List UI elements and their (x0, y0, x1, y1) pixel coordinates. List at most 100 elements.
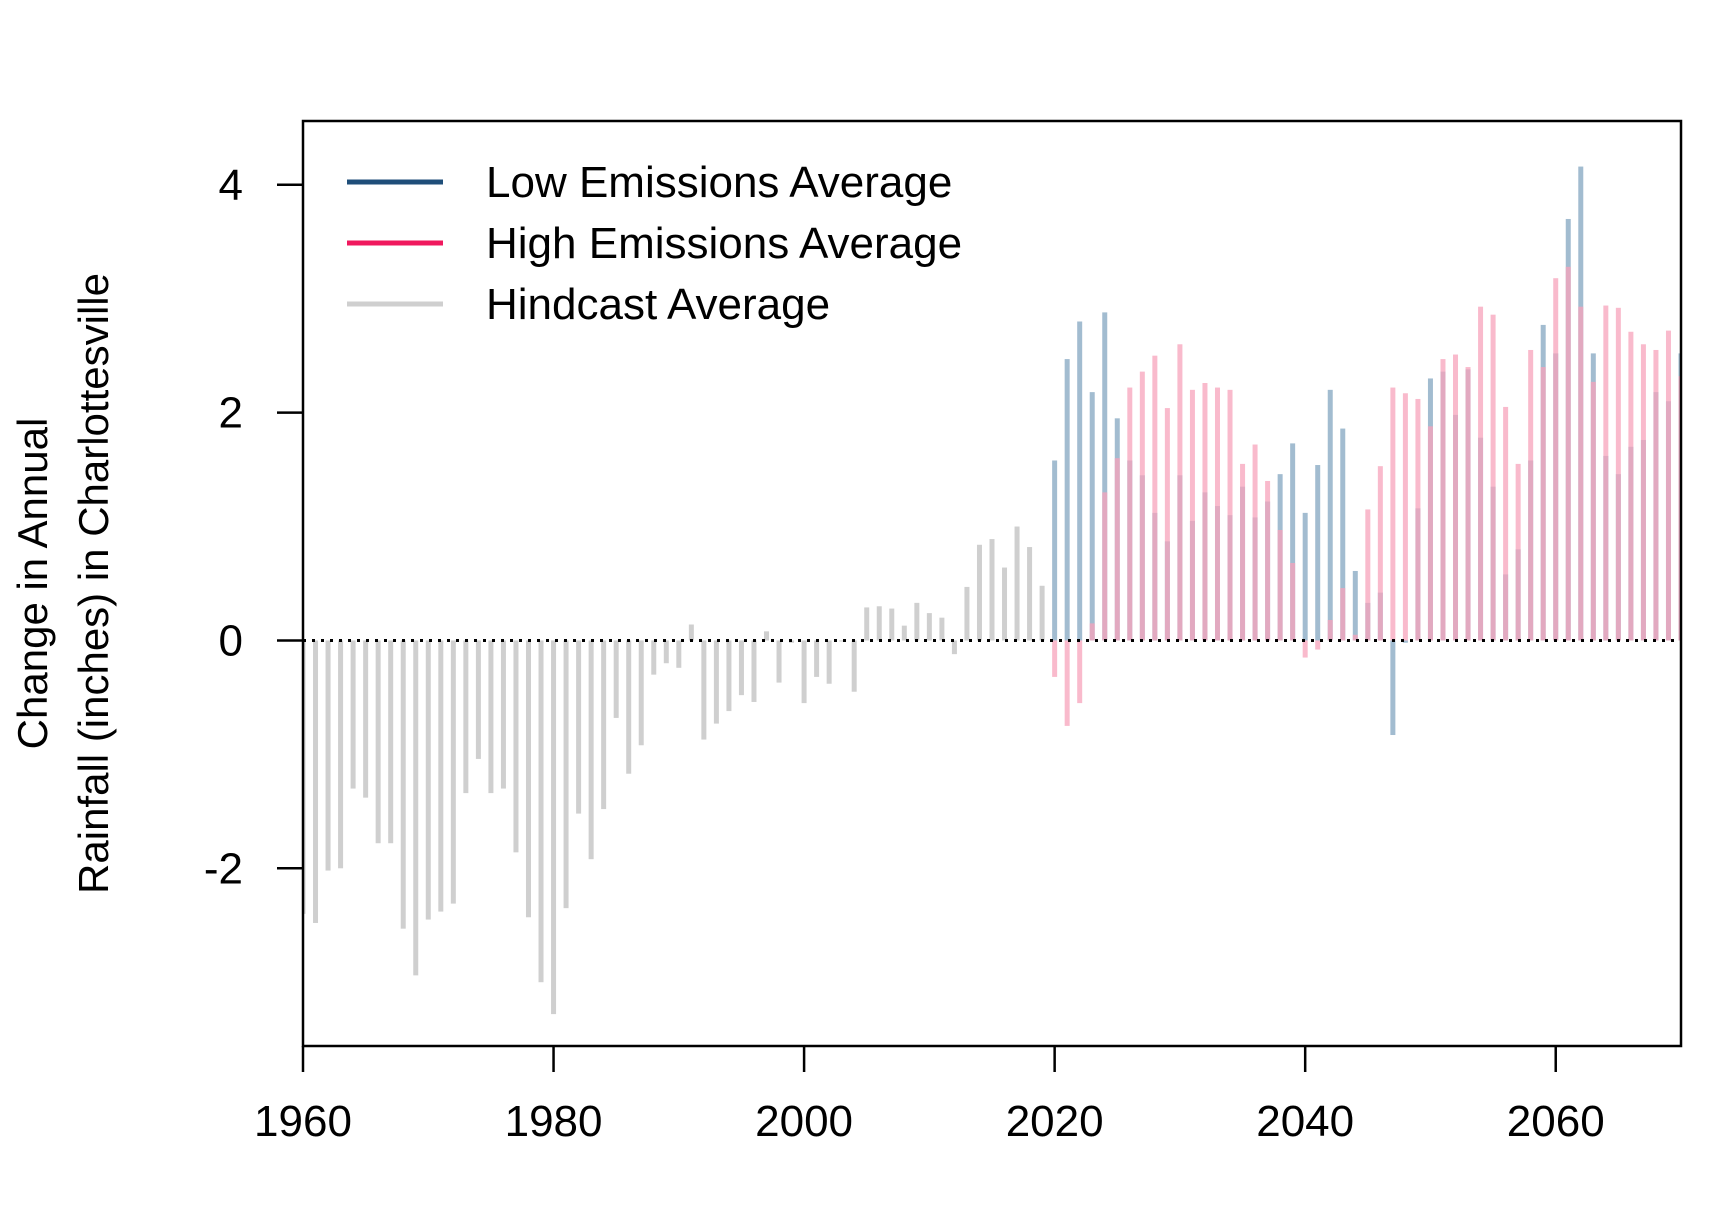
bar-high-emissions-2064 (1603, 305, 1609, 641)
bar-low-emissions-2022 (1077, 321, 1083, 641)
bar-high-emissions-2042 (1327, 619, 1333, 641)
bar-hindcast-1992 (701, 640, 707, 740)
bar-hindcast-1962 (325, 640, 331, 871)
bar-high-emissions-2039 (1290, 563, 1296, 641)
bar-hindcast-1983 (588, 640, 594, 860)
bar-high-emissions-2054 (1478, 306, 1484, 641)
bar-high-emissions-2023 (1089, 623, 1095, 641)
bar-high-emissions-2058 (1528, 349, 1534, 641)
y-axis-title-line-1: Change in Annual (9, 418, 56, 750)
x-tick-label-2000: 2000 (755, 1097, 853, 1146)
bar-high-emissions-2043 (1340, 588, 1346, 641)
bar-high-emissions-2037 (1265, 480, 1271, 641)
bar-hindcast-1996 (751, 640, 757, 702)
bar-hindcast-1991 (688, 624, 694, 641)
y-tick-label-2: 2 (219, 389, 243, 438)
bar-hindcast-1986 (626, 640, 632, 774)
y-axis: -2 0 2 4 (204, 161, 303, 893)
bar-hindcast-2002 (826, 640, 832, 684)
bar-high-emissions-2041 (1315, 640, 1321, 650)
y-axis-title-line-2: Rainfall (inches) in Charlottesville (70, 273, 117, 894)
bar-hindcast-1972 (450, 640, 456, 904)
bar-low-emissions-2024 (1102, 312, 1108, 641)
bar-high-emissions-2047 (1390, 387, 1396, 641)
bar-high-emissions-2057 (1515, 463, 1521, 641)
bar-hindcast-1989 (663, 640, 669, 664)
bar-high-emissions-2027 (1139, 371, 1145, 641)
bar-high-emissions-2048 (1402, 393, 1408, 641)
bar-high-emissions-2028 (1152, 355, 1158, 641)
bar-high-emissions-2045 (1365, 509, 1371, 641)
legend-label-hindcast: Hindcast Average (486, 280, 830, 329)
bar-high-emissions-2051 (1440, 359, 1446, 641)
bar-high-emissions-2060 (1553, 278, 1559, 641)
bar-high-emissions-2021 (1064, 640, 1070, 726)
bar-hindcast-2005 (864, 607, 870, 641)
legend: Low Emissions Average High Emissions Ave… (347, 158, 962, 329)
bar-hindcast-1997 (764, 631, 770, 641)
bar-hindcast-2015 (989, 539, 995, 641)
bar-high-emissions-2032 (1202, 383, 1208, 641)
bar-hindcast-1981 (563, 640, 569, 909)
bar-hindcast-1984 (601, 640, 607, 810)
x-tick-label-1980: 1980 (505, 1097, 603, 1146)
bar-hindcast-1980 (551, 640, 557, 1015)
bar-low-emissions-2042 (1327, 389, 1333, 641)
y-tick-label-4: 4 (219, 161, 243, 210)
bar-hindcast-2006 (876, 606, 882, 641)
bar-high-emissions-2061 (1565, 266, 1571, 641)
bar-hindcast-1995 (738, 640, 744, 696)
bar-hindcast-1985 (613, 640, 619, 718)
bar-hindcast-2010 (926, 613, 932, 641)
series-hindcast (303, 526, 1045, 1015)
bar-high-emissions-2065 (1615, 307, 1621, 641)
bar-hindcast-1988 (651, 640, 657, 675)
bar-hindcast-2014 (976, 544, 982, 641)
bar-hindcast-2000 (801, 640, 807, 704)
bar-hindcast-2003 (839, 640, 845, 642)
bar-hindcast-1961 (313, 640, 319, 923)
bar-high-emissions-2059 (1540, 367, 1546, 641)
x-tick-label-2060: 2060 (1507, 1097, 1605, 1146)
bar-hindcast-1975 (488, 640, 494, 794)
x-tick-label-1960: 1960 (254, 1097, 352, 1146)
bar-high-emissions-2067 (1640, 344, 1646, 641)
bar-low-emissions-2043 (1340, 428, 1346, 641)
bar-high-emissions-2062 (1578, 306, 1584, 641)
bar-hindcast-1998 (776, 640, 782, 683)
bar-hindcast-2008 (901, 625, 907, 641)
bar-hindcast-1982 (576, 640, 582, 814)
bar-hindcast-1970 (425, 640, 431, 920)
plot-frame (301, 119, 1683, 1048)
bar-high-emissions-2066 (1628, 331, 1634, 641)
bar-high-emissions-2050 (1427, 426, 1433, 641)
bar-low-emissions-2044 (1352, 570, 1358, 641)
bar-high-emissions-2046 (1377, 466, 1383, 641)
bar-high-emissions-2036 (1252, 444, 1258, 641)
bar-high-emissions-2069 (1665, 330, 1671, 641)
bar-hindcast-2009 (914, 602, 920, 641)
bars-layer (303, 166, 1681, 1015)
x-axis: 1960 1980 2000 2020 2040 2060 (254, 1046, 1605, 1146)
y-tick-label--2: -2 (204, 844, 243, 893)
bar-high-emissions-2035 (1240, 463, 1246, 641)
bar-hindcast-2012 (951, 640, 957, 655)
bar-high-emissions-2055 (1490, 314, 1496, 641)
bar-hindcast-2011 (939, 617, 945, 641)
legend-label-high-emissions: High Emissions Average (486, 219, 962, 268)
bar-hindcast-2013 (964, 586, 970, 641)
bar-low-emissions-2021 (1064, 359, 1070, 641)
bar-hindcast-1979 (538, 640, 544, 983)
bar-high-emissions-2022 (1077, 640, 1083, 704)
bar-hindcast-1964 (350, 640, 356, 789)
bar-hindcast-1976 (500, 640, 506, 789)
bar-hindcast-2017 (1014, 526, 1020, 641)
bar-high-emissions-2068 (1653, 349, 1659, 641)
bar-hindcast-2019 (1039, 585, 1045, 641)
bar-high-emissions-2029 (1164, 408, 1170, 641)
bar-hindcast-1971 (438, 640, 444, 912)
series-high-emissions (1052, 266, 1681, 726)
bar-high-emissions-2063 (1590, 381, 1596, 641)
bar-low-emissions-2039 (1290, 443, 1296, 641)
